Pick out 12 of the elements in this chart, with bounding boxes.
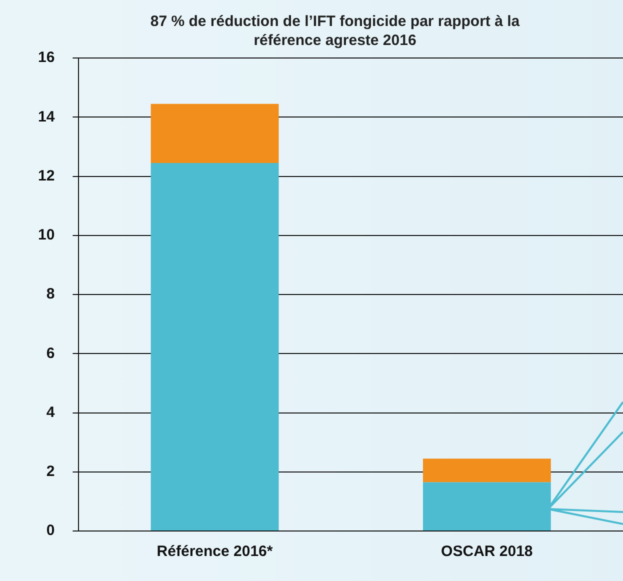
x-tick-label: Référence 2016*: [156, 543, 273, 560]
y-tick-label: 2: [46, 463, 55, 480]
y-tick-label: 14: [38, 108, 56, 126]
chart-title: 87 % de réduction de l’IFT fongicide par rapport à la référence agreste 2016: [149, 12, 521, 50]
x-tick-label: OSCAR 2018: [441, 543, 533, 560]
y-tick-label: 0: [46, 522, 55, 540]
y-tick-label: 6: [46, 344, 55, 362]
y-tick-label: 4: [46, 404, 56, 421]
y-tick-label: 16: [38, 49, 55, 66]
y-tick-label: 10: [38, 226, 55, 244]
y-tick-label: 8: [46, 286, 55, 303]
y-tick-label: 12: [38, 167, 55, 184]
